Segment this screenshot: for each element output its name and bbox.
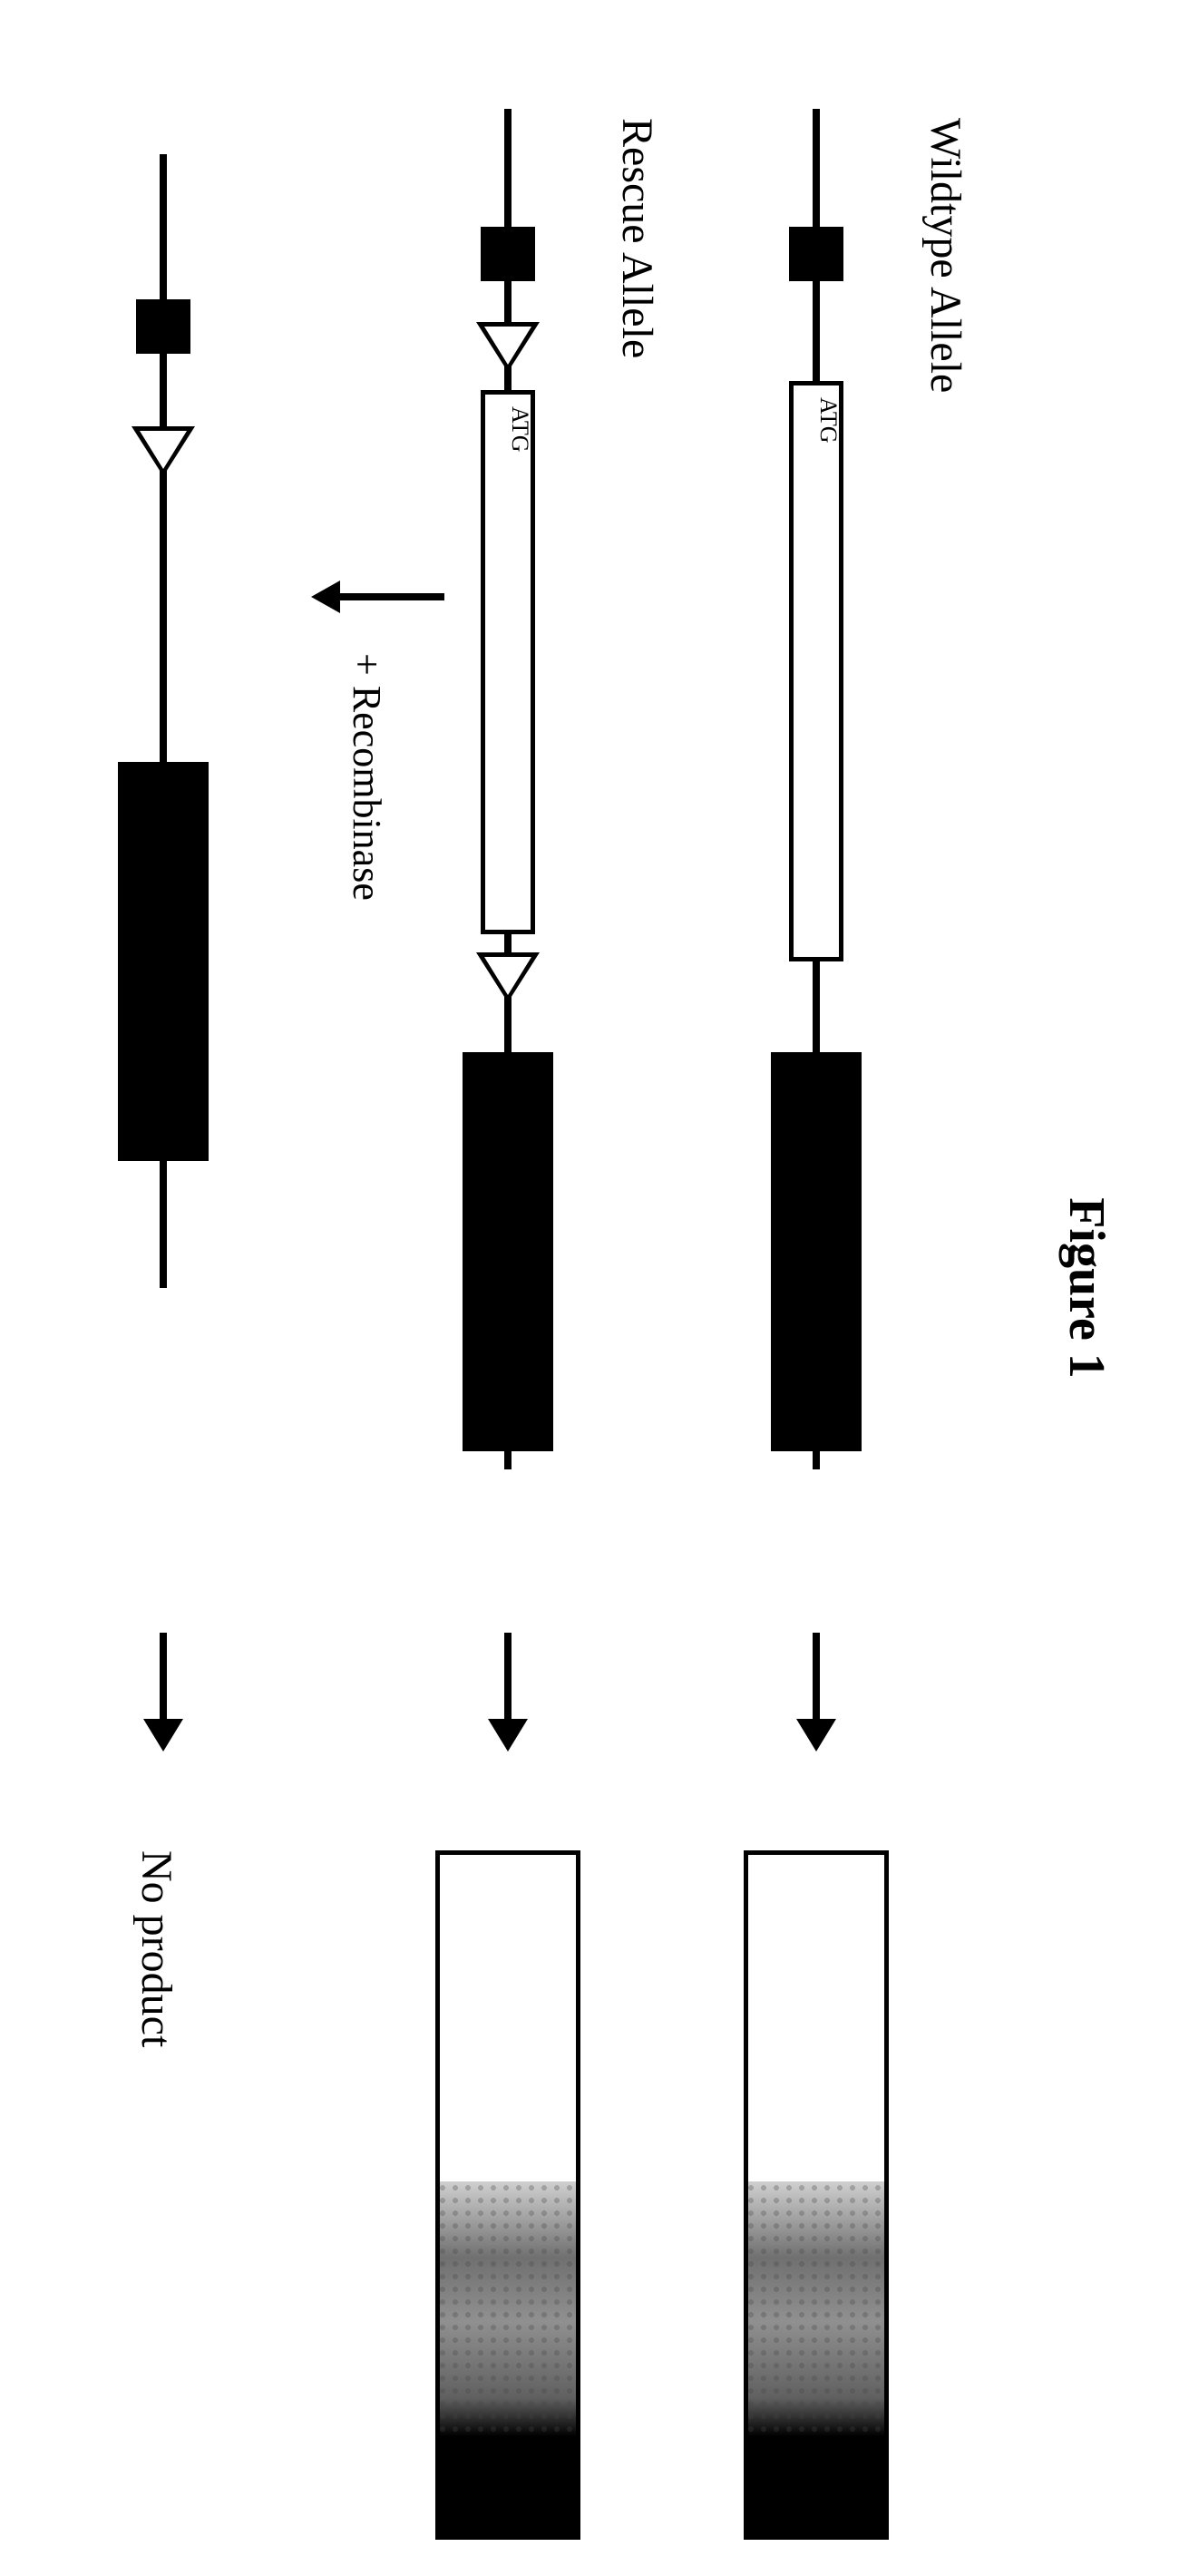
wt-product-bar — [744, 1850, 889, 2540]
rescue-product-seg2 — [440, 2181, 576, 2436]
ko-promoter-box — [136, 299, 190, 354]
ko-loxp-icon — [132, 426, 195, 476]
wt-exon2-box — [771, 1052, 862, 1451]
rescue-atg-text: ATG — [506, 406, 533, 453]
rescue-label: Rescue Allele — [612, 118, 662, 358]
wt-promoter-box — [789, 227, 843, 281]
knockout-row: No product — [73, 109, 254, 2467]
wt-product-seg1 — [748, 1855, 884, 2181]
wt-product-seg2 — [748, 2181, 884, 2436]
rescue-product-seg3 — [440, 2436, 576, 2535]
figure-title: Figure 1 — [1057, 1197, 1116, 1379]
wt-product-seg3 — [748, 2436, 884, 2535]
wildtype-row: ATG — [726, 109, 907, 2467]
wt-atg-text: ATG — [814, 397, 842, 444]
rescue-row: ATG — [417, 109, 599, 2467]
wildtype-label: Wildtype Allele — [921, 118, 970, 393]
rescue-loxp-left-icon — [476, 322, 540, 372]
ko-exon2-box — [118, 762, 209, 1161]
rescue-exon1-box — [481, 390, 535, 934]
rescue-loxp-right-icon — [476, 952, 540, 1002]
rescue-promoter-box — [481, 227, 535, 281]
no-product-label: No product — [132, 1850, 181, 2047]
figure-container: Figure 1 Wildtype Allele ATG Rescue Alle… — [0, 0, 1179, 2576]
rescue-product-bar — [435, 1850, 580, 2540]
wt-exon1-box — [789, 381, 843, 961]
rescue-exon2-box — [463, 1052, 553, 1451]
rescue-product-seg1 — [440, 1855, 576, 2181]
recombinase-label: + Recombinase — [344, 653, 390, 901]
